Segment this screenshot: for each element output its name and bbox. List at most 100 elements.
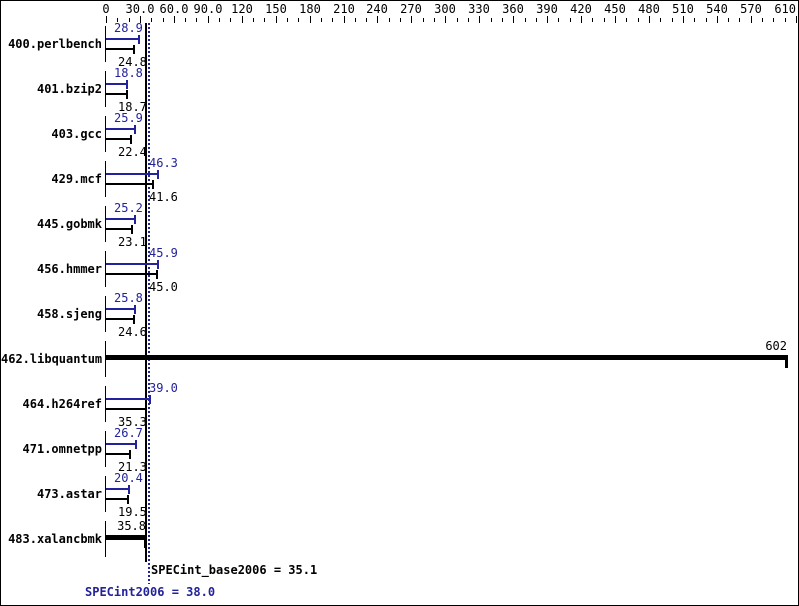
- base-value-label: 24.6: [118, 325, 147, 339]
- base-bar-endcap: [127, 495, 129, 504]
- peak-bar-endcap: [134, 125, 136, 134]
- peak-bar-endcap: [157, 260, 159, 269]
- axis-major-tick: [344, 16, 345, 23]
- axis-tick-label: 570: [740, 2, 762, 16]
- peak-mean-label: SPECint2006 = 38.0: [85, 585, 216, 599]
- row-baseline-tick: [105, 521, 106, 557]
- base-bar: [106, 138, 131, 140]
- base-value-label: 22.4: [118, 145, 147, 159]
- axis-minor-tick: [219, 18, 220, 22]
- axis-minor-tick: [129, 18, 130, 22]
- base-bar: [106, 48, 134, 50]
- peak-bar-endcap: [157, 170, 159, 179]
- peak-bar: [106, 263, 158, 265]
- single-bar-endcap: [785, 355, 788, 368]
- axis-minor-tick: [163, 18, 164, 22]
- axis-minor-tick: [672, 18, 673, 22]
- peak-bar-endcap: [134, 305, 136, 314]
- axis-minor-tick: [570, 18, 571, 22]
- axis-major-tick: [717, 16, 718, 23]
- axis-minor-tick: [536, 18, 537, 22]
- axis-major-tick: [411, 16, 412, 23]
- axis-tick-label: 0: [102, 2, 110, 16]
- benchmark-label: 483.xalancbmk: [8, 532, 102, 546]
- peak-bar: [106, 173, 158, 175]
- axis-tick-label: 210: [333, 2, 355, 16]
- axis-minor-tick: [468, 18, 469, 22]
- axis-minor-tick: [626, 18, 627, 22]
- row-baseline-tick: [105, 116, 106, 152]
- axis-minor-tick: [196, 18, 197, 22]
- base-bar: [106, 498, 128, 500]
- axis-major-tick: [208, 16, 209, 23]
- peak-mean-line: [148, 23, 150, 584]
- peak-bar-endcap: [149, 395, 151, 404]
- axis-minor-tick: [525, 18, 526, 22]
- peak-bar: [106, 38, 139, 40]
- axis-major-tick: [445, 16, 446, 23]
- base-value-label: 19.5: [118, 505, 147, 519]
- peak-value-label: 18.8: [114, 66, 143, 80]
- base-value-label: 24.8: [118, 55, 147, 69]
- peak-bar-endcap: [126, 80, 128, 89]
- peak-value-label: 25.9: [114, 111, 143, 125]
- base-bar-endcap: [133, 45, 135, 54]
- axis-major-tick: [581, 16, 582, 23]
- benchmark-label: 400.perlbench: [8, 37, 102, 51]
- axis-major-tick: [310, 16, 311, 23]
- axis-minor-tick: [400, 18, 401, 22]
- axis-minor-tick: [321, 18, 322, 22]
- peak-value-label: 25.2: [114, 201, 143, 215]
- row-baseline-tick: [105, 476, 106, 512]
- axis-minor-tick: [117, 18, 118, 22]
- base-mean-line: [145, 23, 147, 562]
- axis-major-tick: [615, 16, 616, 23]
- benchmark-label: 471.omnetpp: [22, 442, 102, 456]
- peak-bar: [106, 128, 135, 130]
- axis-tick-label: 510: [672, 2, 694, 16]
- benchmark-label: 462.libquantum: [1, 352, 103, 366]
- axis-tick-label: 30.0: [125, 2, 155, 16]
- base-bar: [106, 408, 146, 410]
- axis-minor-tick: [638, 18, 639, 22]
- axis-major-tick: [683, 16, 684, 23]
- single-bar: [106, 355, 787, 360]
- row-baseline-tick: [105, 431, 106, 467]
- benchmark-label: 458.sjeng: [36, 307, 102, 321]
- axis-tick-label: 180: [299, 2, 321, 16]
- peak-value-label: 20.4: [114, 471, 143, 485]
- base-bar-endcap: [133, 315, 135, 324]
- benchmark-label: 445.gobmk: [36, 217, 102, 231]
- axis-major-tick: [140, 16, 141, 23]
- base-value-label: 18.7: [118, 100, 147, 114]
- base-value-label: 23.1: [118, 235, 147, 249]
- benchmark-label: 456.hmmer: [36, 262, 102, 276]
- base-value-label: 41.6: [149, 190, 178, 204]
- axis-minor-tick: [728, 18, 729, 22]
- base-bar: [106, 318, 134, 320]
- base-value-label: 45.0: [149, 280, 178, 294]
- axis-minor-tick: [491, 18, 492, 22]
- axis-tick-label: 60.0: [159, 2, 189, 16]
- base-bar-endcap: [129, 450, 131, 459]
- axis-minor-tick: [151, 18, 152, 22]
- benchmark-label: 464.h264ref: [22, 397, 102, 411]
- base-value-label: 21.3: [118, 460, 147, 474]
- benchmark-label: 429.mcf: [51, 172, 102, 186]
- single-value-label: 602: [765, 339, 787, 353]
- base-bar: [106, 93, 127, 95]
- row-baseline-tick: [105, 161, 106, 197]
- base-bar: [106, 453, 130, 455]
- axis-tick-label: 270: [400, 2, 422, 16]
- axis-tick-label: 300: [434, 2, 456, 16]
- axis-tick-label: 540: [706, 2, 728, 16]
- axis-tick-label: 610: [774, 2, 796, 16]
- axis-minor-tick: [785, 18, 786, 22]
- axis-minor-tick: [773, 18, 774, 22]
- axis-minor-tick: [366, 18, 367, 22]
- single-bar-endcap: [144, 535, 147, 548]
- row-baseline-tick: [105, 26, 106, 62]
- axis-minor-tick: [592, 18, 593, 22]
- base-bar-endcap: [152, 180, 154, 189]
- peak-bar-endcap: [138, 35, 140, 44]
